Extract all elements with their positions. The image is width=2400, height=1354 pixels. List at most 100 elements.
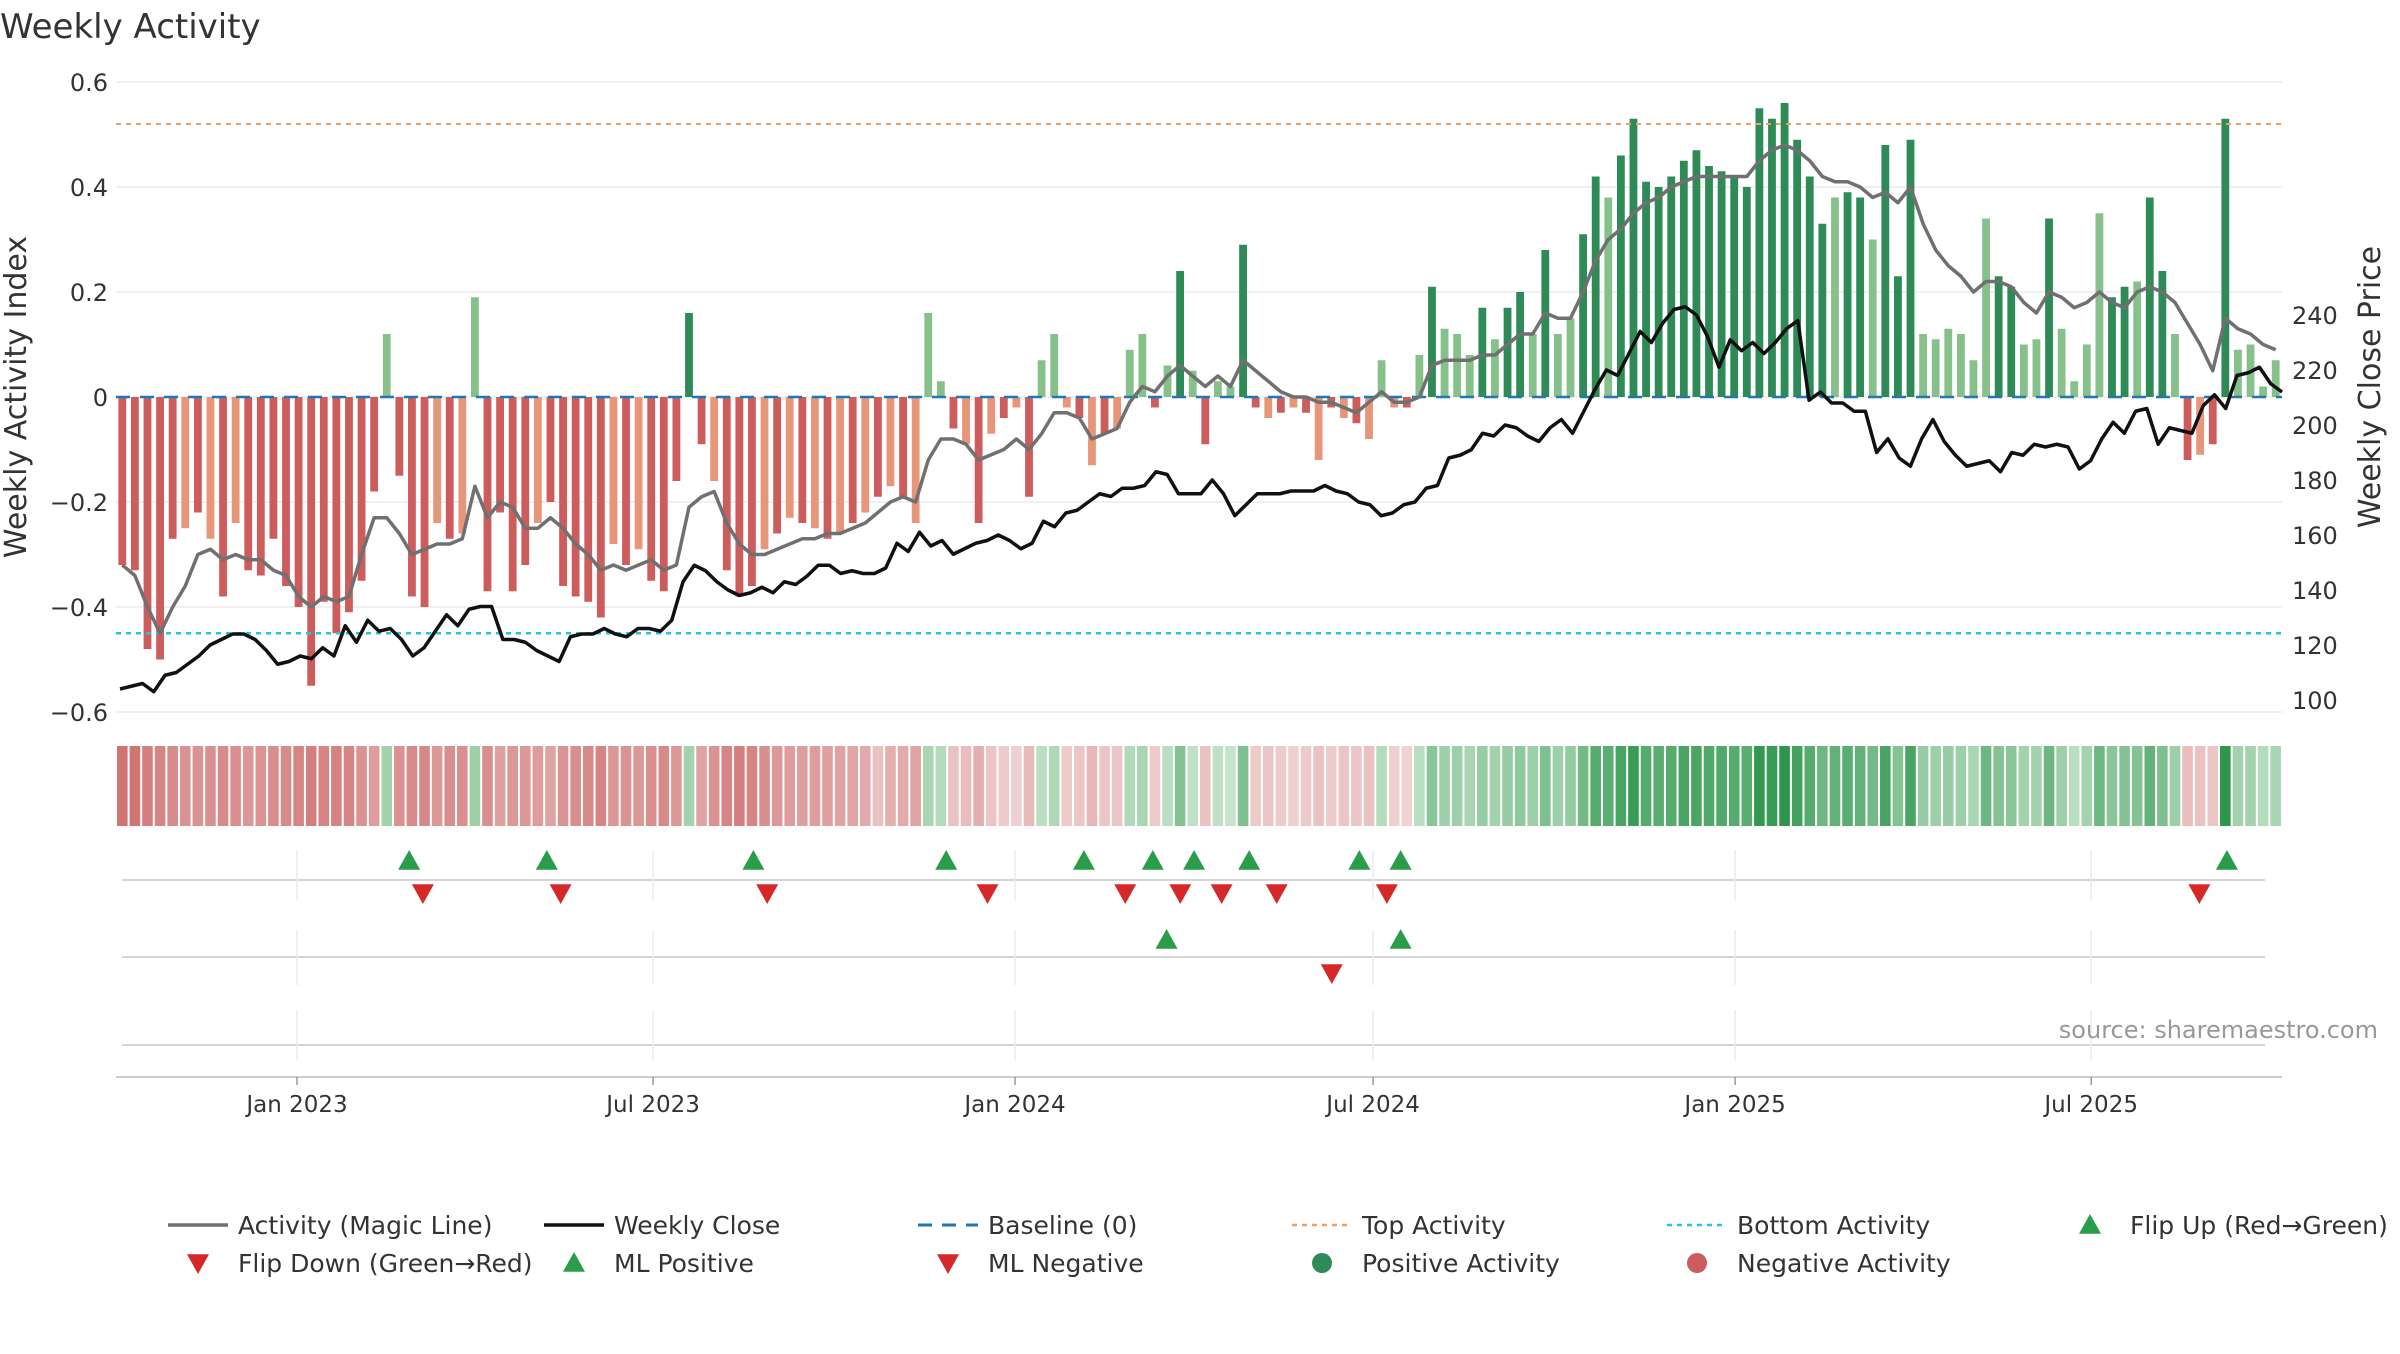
flip-up-marker <box>1183 850 1206 870</box>
activity-bar <box>1088 397 1096 466</box>
heat-strip-cell <box>167 746 178 826</box>
legend-item: Weekly Close <box>544 1211 780 1240</box>
activity-bar <box>1931 339 1940 397</box>
activity-bar <box>1881 145 1890 397</box>
activity-bar <box>634 397 643 550</box>
activity-bar <box>1629 118 1638 397</box>
flip-up-marker <box>1389 850 1412 870</box>
heat-strip-cell <box>671 746 682 826</box>
ml-negative-markers <box>1320 964 1343 984</box>
activity-bar <box>382 334 391 397</box>
heat-strip-cell <box>885 746 896 826</box>
weekly-close-series <box>119 305 2284 694</box>
activity-bar <box>2045 218 2053 397</box>
activity-bar <box>1302 397 1310 413</box>
activity-bar <box>936 381 945 397</box>
activity-bar <box>798 397 807 523</box>
heat-strip-cell <box>142 746 153 826</box>
heat-strip-cell <box>1137 746 1148 826</box>
flip-down-marker <box>411 884 434 904</box>
activity-bar <box>647 397 656 581</box>
flip-down-marker <box>549 884 572 904</box>
heat-strip-cell <box>746 746 758 826</box>
activity-bar <box>483 397 492 592</box>
activity-bar <box>596 397 605 618</box>
activity-heat-strip <box>117 746 2281 826</box>
flip-up-marker <box>742 850 765 870</box>
heat-strip-cell <box>797 746 808 826</box>
heat-strip-cell <box>759 746 770 826</box>
activity-bar <box>307 397 316 686</box>
activity-bar <box>1654 187 1663 397</box>
heat-strip-cell <box>2144 746 2156 826</box>
activity-bar <box>1717 171 1726 397</box>
heat-strip-cell <box>1048 746 1060 826</box>
heat-strip-cell <box>457 746 468 826</box>
activity-bar <box>193 397 202 513</box>
activity-bar <box>1768 118 1776 397</box>
activity-bar <box>1176 271 1185 397</box>
legend-label: Weekly Close <box>614 1211 780 1240</box>
activity-bar <box>1705 166 1713 397</box>
y2-tick-label: 120 <box>2292 632 2338 660</box>
heat-strip-cell <box>935 746 947 826</box>
ml-positive-marker <box>1155 929 1178 949</box>
heat-strip-cell <box>1338 746 1350 826</box>
activity-bar <box>811 397 819 529</box>
heat-strip-cell <box>469 746 481 826</box>
heat-strip-cell <box>1993 746 2004 826</box>
activity-bar <box>2070 381 2079 397</box>
heat-strip-cell <box>948 746 959 826</box>
activity-bar <box>168 397 177 539</box>
heat-strip-cell <box>1703 746 1715 826</box>
flip-up-marker <box>1141 850 1164 870</box>
activity-bar <box>181 397 190 529</box>
activity-bar <box>319 397 328 602</box>
flip-up-marker <box>1072 850 1095 870</box>
heat-strip-cell <box>2270 746 2281 826</box>
activity-bar <box>748 397 756 586</box>
heat-strip-cell <box>1502 746 1513 826</box>
heat-strip-cell <box>343 746 355 826</box>
y2-tick-label: 200 <box>2292 412 2338 440</box>
y-tick-label: −0.4 <box>50 594 108 622</box>
y-tick-label: −0.6 <box>50 699 108 727</box>
activity-bar <box>156 397 164 660</box>
heat-strip-cell <box>1804 746 1816 826</box>
heat-strip-cell <box>1980 746 1992 826</box>
legend-item: ML Negative <box>937 1249 1144 1278</box>
heat-strip-cell <box>2245 746 2256 826</box>
activity-bar <box>1579 234 1587 397</box>
heat-strip-cell <box>1540 746 1551 826</box>
ml-positive-markers <box>1155 929 1412 949</box>
activity-bar <box>1956 334 1965 397</box>
heat-strip-cell <box>545 746 556 826</box>
activity-bar <box>949 397 958 429</box>
legend-label: Baseline (0) <box>988 1211 1137 1240</box>
activity-bar <box>1604 197 1613 397</box>
activity-bar <box>1755 108 1764 397</box>
activity-bar <box>1944 328 1953 397</box>
activity-bar <box>1742 187 1751 397</box>
activity-bar <box>130 397 139 571</box>
heat-strip-cell <box>608 746 619 826</box>
heat-strip-cell <box>1942 746 1954 826</box>
activity-bar <box>2271 360 2280 397</box>
activity-bar <box>584 397 593 602</box>
activity-bar <box>2259 386 2268 397</box>
activity-bar <box>1201 397 1210 445</box>
activity-bar <box>2082 344 2091 397</box>
flip-up-marker <box>2215 850 2238 870</box>
heat-strip-cell <box>1376 746 1387 826</box>
heat-strip-cell <box>154 746 166 826</box>
heat-strip-cell <box>2043 746 2055 826</box>
activity-bar <box>1365 397 1373 439</box>
activity-bar <box>1906 139 1915 397</box>
flip-up-marker <box>398 850 421 870</box>
heat-strip-cell <box>394 746 405 826</box>
legend-item: Bottom Activity <box>1667 1211 1930 1240</box>
heat-strip-cell <box>1225 746 1236 826</box>
legend-swatch <box>563 1252 585 1272</box>
flip-up-marker <box>935 850 958 870</box>
